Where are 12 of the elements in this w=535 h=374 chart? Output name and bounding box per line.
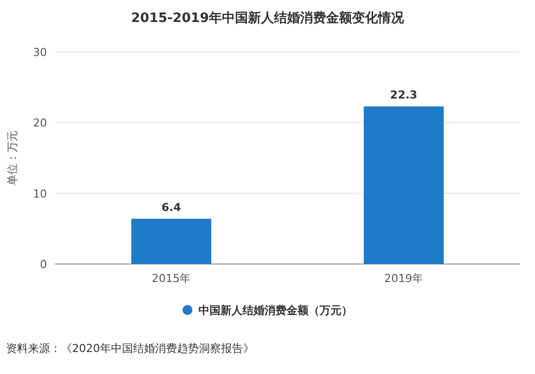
data-label: 6.4	[162, 200, 182, 214]
x-tick-label: 2019年	[384, 272, 424, 285]
y-axis-title: 单位：万元	[6, 130, 19, 186]
y-tick-label: 30	[33, 46, 47, 59]
x-tick-label: 2015年	[152, 272, 191, 285]
chart-title: 2015-2019年中国新人结婚消费金额变化情况	[131, 10, 405, 26]
legend-label: 中国新人结婚消费金额（万元）	[198, 304, 352, 317]
y-tick-label: 0	[40, 258, 47, 271]
y-tick-label: 10	[33, 187, 47, 200]
text: 资料来源：《2020年中国结婚消费趋势洞察报告》	[6, 342, 254, 355]
y-tick-label: 20	[33, 116, 47, 130]
data-label: 22.3	[390, 88, 418, 102]
